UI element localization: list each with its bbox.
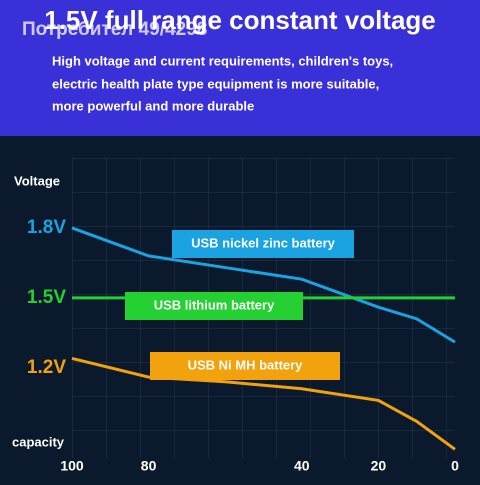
y-tick-label: 1.8V	[27, 217, 66, 238]
y-axis-label: Voltage	[14, 173, 60, 188]
x-tick-label: 20	[371, 458, 387, 474]
x-tick-label: 100	[60, 458, 84, 474]
y-tick-label: 1.2V	[27, 357, 66, 378]
subtitle: more powerful and more durable	[52, 98, 254, 113]
x-tick-label: 80	[141, 458, 157, 474]
watermark: Потребител 49/4298	[22, 19, 207, 40]
banner	[0, 0, 480, 136]
line	[71, 356, 456, 451]
legend-label: USB lithium battery	[154, 297, 275, 312]
subtitle: High voltage and current requirements, c…	[52, 53, 393, 68]
legend-label: USB nickel zinc battery	[191, 235, 336, 250]
x-tick-label: 0	[451, 458, 459, 474]
legend-box	[172, 230, 354, 258]
subtitle: electric health plate type equipment is …	[52, 76, 379, 91]
x-axis-label: capacity	[12, 434, 65, 449]
legend-label: USB Ni MH battery	[188, 357, 304, 372]
x-tick-label: 40	[294, 458, 310, 474]
legend-box	[150, 352, 340, 380]
line	[71, 226, 456, 344]
legend-box	[125, 292, 303, 320]
y-tick-label: 1.5V	[27, 287, 66, 308]
chart-title: 1.5V full range constant voltage	[44, 5, 436, 35]
